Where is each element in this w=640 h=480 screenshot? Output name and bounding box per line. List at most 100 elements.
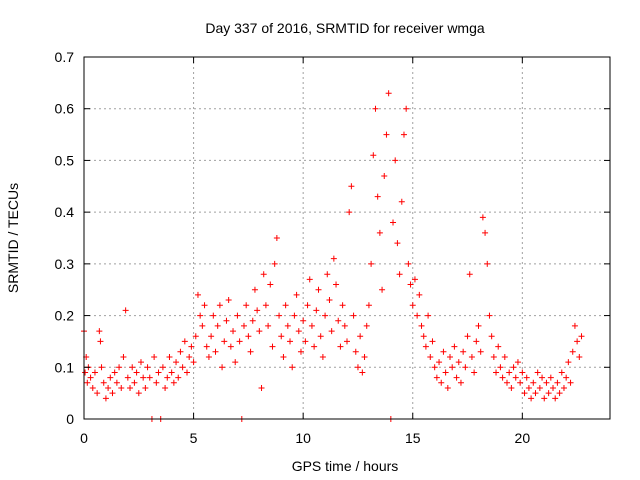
data-point [94, 390, 101, 397]
data-point [567, 379, 574, 386]
data-point [297, 348, 304, 355]
data-point [390, 219, 397, 226]
data-point [151, 353, 158, 360]
data-point [477, 348, 484, 355]
data-point [162, 384, 169, 391]
data-point [497, 364, 504, 371]
data-point [232, 359, 239, 366]
data-point [240, 322, 247, 329]
data-point [326, 297, 333, 304]
data-point [512, 374, 519, 381]
data-point [530, 379, 537, 386]
data-point [131, 379, 138, 386]
data-point [273, 235, 280, 241]
data-point [521, 390, 528, 397]
data-point [519, 369, 526, 376]
data-point [506, 369, 513, 376]
data-point [269, 343, 276, 350]
data-point [184, 369, 191, 376]
data-point [315, 286, 322, 293]
data-point [346, 209, 353, 216]
data-point [82, 369, 89, 376]
data-point [510, 364, 517, 371]
data-point [528, 395, 535, 402]
data-point [488, 333, 495, 340]
data-point [433, 374, 440, 381]
data-point [107, 374, 114, 381]
data-point [260, 271, 267, 278]
data-point [109, 390, 116, 397]
data-point [284, 322, 291, 329]
data-point [457, 379, 464, 386]
data-point [556, 390, 563, 397]
data-point [473, 338, 480, 345]
data-point [422, 343, 429, 350]
data-point [245, 333, 252, 340]
data-point [350, 312, 357, 319]
data-point [455, 359, 462, 366]
data-points [81, 90, 585, 422]
data-point [416, 291, 423, 298]
data-point [124, 374, 131, 381]
data-point [475, 322, 482, 329]
data-point [337, 343, 344, 350]
data-point [173, 359, 180, 366]
data-point [300, 317, 307, 324]
data-point [503, 379, 510, 386]
data-point [179, 364, 186, 371]
data-point [394, 240, 401, 247]
data-point [208, 333, 215, 340]
data-point [352, 348, 359, 355]
data-point [324, 271, 331, 278]
data-point [460, 348, 467, 355]
data-point [558, 369, 565, 376]
data-point [368, 260, 375, 267]
data-point [468, 353, 475, 360]
data-point [216, 302, 223, 309]
data-point [514, 359, 521, 366]
data-point [137, 359, 144, 366]
x-axis-label: GPS time / hours [292, 458, 399, 474]
data-point [414, 312, 421, 319]
data-point [293, 291, 300, 298]
data-point [164, 374, 171, 381]
data-point [306, 276, 313, 283]
y-tick-label: 0.5 [55, 152, 75, 168]
data-point [144, 364, 151, 371]
data-point [569, 348, 576, 355]
data-point [359, 369, 366, 376]
data-point [249, 317, 256, 324]
plot-frame [83, 56, 611, 420]
data-point [440, 348, 447, 355]
data-point [311, 343, 318, 350]
data-point [225, 297, 232, 304]
data-point [188, 343, 195, 350]
y-tick-label: 0.7 [55, 49, 75, 65]
data-point [170, 379, 177, 386]
data-point [396, 271, 403, 278]
data-point [534, 369, 541, 376]
data-point [442, 369, 449, 376]
data-point [317, 333, 324, 340]
data-point [304, 302, 311, 309]
data-point [175, 374, 182, 381]
data-point [453, 374, 460, 381]
data-point [287, 338, 294, 345]
data-point [493, 369, 500, 376]
data-point [376, 229, 383, 236]
data-point [97, 338, 104, 345]
data-point [372, 105, 379, 112]
grid-lines [84, 57, 610, 419]
data-point [105, 384, 112, 391]
data-point [545, 390, 552, 397]
data-point [230, 328, 237, 335]
data-point [341, 322, 348, 329]
data-point [247, 348, 254, 355]
data-point [111, 369, 118, 376]
data-point [98, 364, 105, 371]
data-point [127, 384, 134, 391]
data-point [278, 333, 285, 340]
data-point [335, 317, 342, 324]
data-point [576, 353, 583, 360]
data-point [322, 312, 329, 319]
